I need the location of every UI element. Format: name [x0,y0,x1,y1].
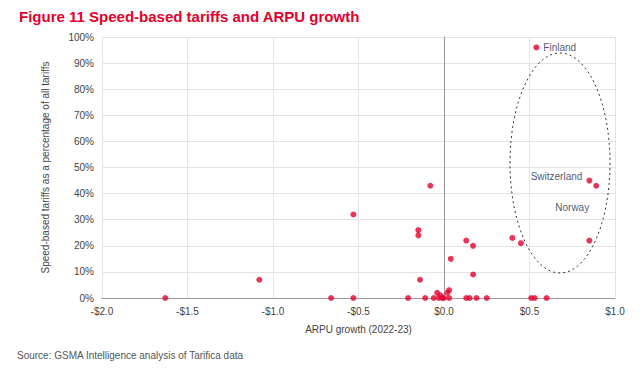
svg-text:20%: 20% [74,240,94,251]
svg-text:$0.5: $0.5 [520,306,540,317]
svg-text:-$1.5: -$1.5 [176,306,199,317]
svg-text:10%: 10% [74,266,94,277]
svg-text:100%: 100% [68,32,94,43]
svg-text:Norway: Norway [555,202,589,213]
svg-text:30%: 30% [74,214,94,225]
svg-text:70%: 70% [74,110,94,121]
svg-text:60%: 60% [74,136,94,147]
svg-text:-$2.0: -$2.0 [91,306,114,317]
svg-text:$0.0: $0.0 [434,306,454,317]
svg-text:0%: 0% [80,293,95,304]
svg-text:Finland: Finland [543,42,576,53]
svg-text:40%: 40% [74,188,94,199]
svg-text:ARPU growth (2022-23): ARPU growth (2022-23) [305,324,412,335]
svg-text:80%: 80% [74,84,94,95]
svg-text:Speed-based tariffs as a perce: Speed-based tariffs as a percentage of a… [40,62,51,274]
svg-text:90%: 90% [74,58,94,69]
svg-text:Source: GSMA Intelligence anal: Source: GSMA Intelligence analysis of Ta… [17,350,243,361]
svg-text:Switzerland: Switzerland [531,171,583,182]
svg-text:Figure 11 Speed-based tariffs: Figure 11 Speed-based tariffs and ARPU g… [19,8,359,25]
svg-text:$1.0: $1.0 [605,306,625,317]
svg-text:50%: 50% [74,162,94,173]
svg-text:-$1.0: -$1.0 [262,306,285,317]
svg-text:-$0.5: -$0.5 [347,306,370,317]
